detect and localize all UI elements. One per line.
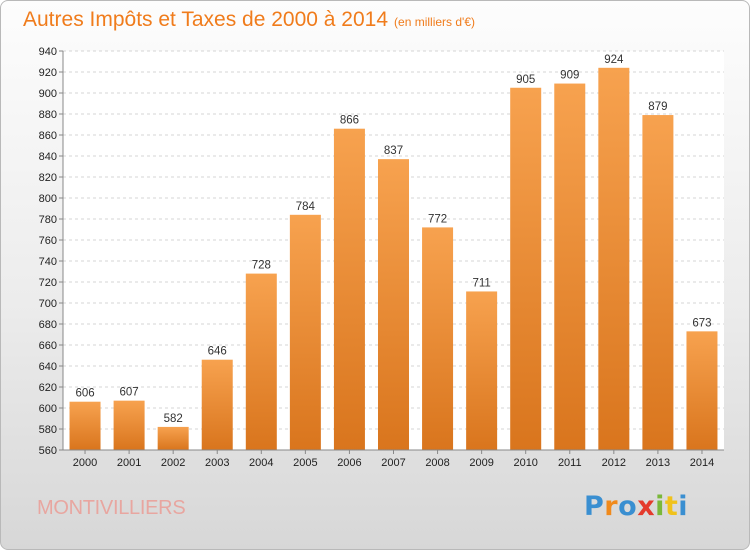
bar-2012: [598, 67, 630, 451]
value-label-2011: 909: [560, 70, 579, 82]
x-tick-label-2014: 2014: [690, 457, 714, 469]
y-tick-label: 920: [39, 67, 57, 79]
bar-2003: [201, 359, 233, 450]
x-tick-label-2005: 2005: [293, 457, 317, 469]
x-tick-label-2003: 2003: [205, 457, 229, 469]
logo-letter: x: [637, 491, 656, 522]
y-tick-label: 800: [39, 193, 57, 205]
bar-2006: [333, 128, 365, 450]
value-label-2013: 879: [648, 101, 667, 113]
value-label-2003: 646: [208, 346, 227, 358]
y-tick-label: 580: [39, 424, 57, 436]
logo-letter: i: [678, 491, 689, 522]
y-tick-label: 940: [39, 46, 57, 58]
y-tick-label: 820: [39, 172, 57, 184]
x-tick-label-2000: 2000: [73, 457, 97, 469]
value-label-2001: 607: [120, 387, 139, 399]
value-label-2006: 866: [340, 115, 359, 127]
x-tick-label-2004: 2004: [249, 457, 273, 469]
value-label-2004: 728: [252, 260, 271, 272]
value-label-2009: 711: [472, 277, 490, 289]
y-tick-label: 700: [39, 298, 57, 310]
y-tick-label: 560: [39, 445, 57, 457]
chart-subtitle: (en milliers d'€): [394, 15, 476, 29]
y-tick-label: 640: [39, 361, 57, 373]
x-axis-ticks: 2000 2001 2002 2003 2004 2005 2006 2007 2008 2009…: [73, 450, 714, 469]
proxiti-logo: Proxiti: [584, 491, 688, 522]
x-tick-label-2001: 2001: [117, 457, 141, 469]
x-tick-label-2007: 2007: [381, 457, 405, 469]
value-label-2007: 837: [384, 145, 403, 157]
bar-2008: [422, 227, 454, 450]
bars: 606 607 582 646 728 784 866 837 772 711 905 909 924 8…: [69, 54, 718, 451]
bar-2013: [642, 115, 674, 451]
y-axis-ticks: 560 580 600 620 640 660 680 700 720 740 760 780 800 8…: [39, 46, 63, 457]
bar-2001: [113, 400, 145, 450]
y-tick-label: 660: [39, 340, 57, 352]
y-tick-label: 900: [39, 88, 57, 100]
x-tick-label-2013: 2013: [646, 457, 670, 469]
bar-2007: [378, 159, 409, 450]
y-tick-label: 860: [39, 130, 57, 142]
value-label-2014: 673: [692, 317, 711, 329]
y-tick-label: 680: [39, 319, 57, 331]
bar-2011: [554, 83, 586, 451]
bar-2002: [157, 426, 189, 450]
y-tick-label: 740: [39, 256, 57, 268]
value-label-2008: 772: [428, 213, 447, 225]
title-row: Autres Impôts et Taxes de 2000 à 2014 (en…: [23, 8, 475, 32]
logo-letter: t: [664, 491, 679, 522]
y-tick-label: 600: [39, 403, 57, 415]
y-tick-label: 760: [39, 235, 57, 247]
x-tick-label-2012: 2012: [602, 457, 626, 469]
x-tick-label-2006: 2006: [337, 457, 361, 469]
logo-letter: P: [584, 491, 605, 522]
bar-2005: [289, 214, 321, 450]
value-label-2010: 905: [516, 74, 535, 86]
bar-2000: [69, 401, 101, 450]
commune-name: MONTIVILLIERS: [37, 497, 186, 519]
logo-letter: r: [604, 491, 619, 522]
x-tick-label-2011: 2011: [558, 457, 582, 469]
bar-2014: [686, 331, 718, 450]
y-tick-label: 880: [39, 109, 57, 121]
x-tick-label-2002: 2002: [161, 457, 185, 469]
x-tick-label-2010: 2010: [513, 457, 537, 469]
bar-2009: [466, 291, 498, 450]
y-tick-label: 840: [39, 151, 57, 163]
y-tick-label: 620: [39, 382, 57, 394]
y-tick-label: 720: [39, 277, 57, 289]
y-tick-label: 780: [39, 214, 57, 226]
chart-title: Autres Impôts et Taxes de 2000 à 2014: [23, 8, 389, 31]
logo-letter: i: [655, 491, 665, 522]
x-tick-label-2008: 2008: [425, 457, 449, 469]
x-tick-label-2009: 2009: [469, 457, 493, 469]
value-label-2002: 582: [164, 413, 183, 425]
value-label-2000: 606: [75, 388, 94, 400]
logo-letter: o: [618, 491, 638, 522]
value-label-2012: 924: [604, 54, 624, 66]
bar-2004: [245, 273, 277, 450]
bar-2010: [510, 87, 542, 450]
value-label-2005: 784: [296, 201, 316, 213]
